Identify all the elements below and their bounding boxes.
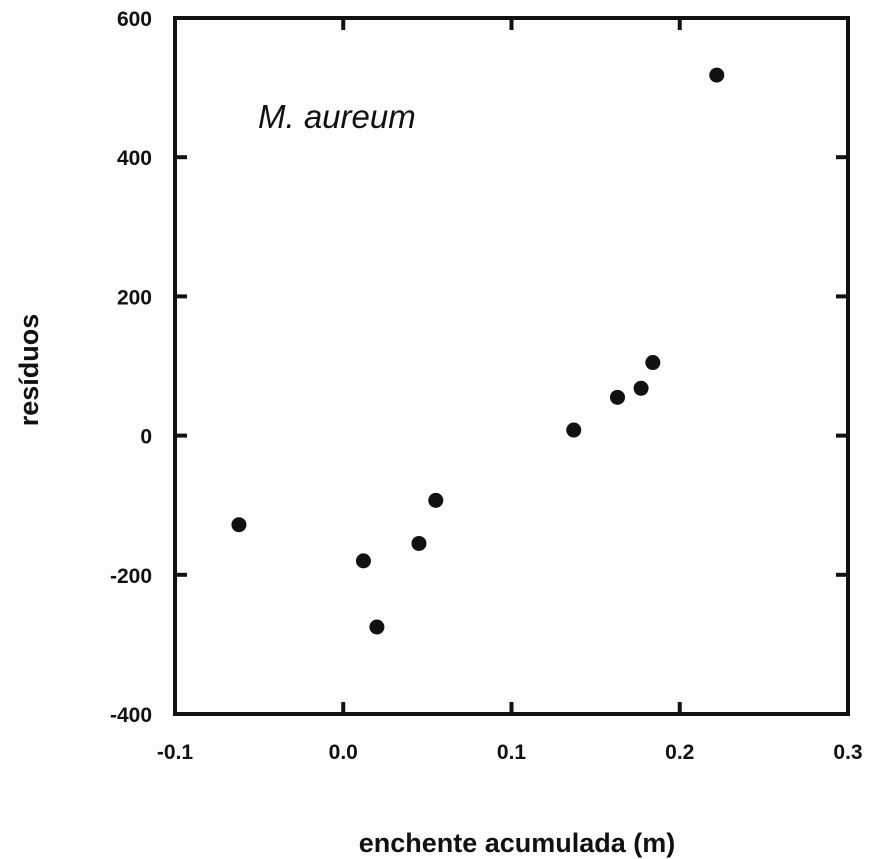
y-tick-label: -400 xyxy=(110,704,152,727)
data-point xyxy=(411,535,427,551)
y-tick-label: 600 xyxy=(117,8,152,31)
x-tick-label: 0.1 xyxy=(497,741,527,764)
data-point xyxy=(355,553,371,569)
data-points xyxy=(231,67,725,635)
data-point xyxy=(609,389,625,405)
data-point xyxy=(428,492,444,508)
y-tick-label: 0 xyxy=(140,426,152,449)
y-axis-ticks xyxy=(175,16,848,716)
x-tick-label: 0.0 xyxy=(329,741,358,764)
data-point xyxy=(566,422,582,438)
y-axis-title: resíduos xyxy=(14,314,44,427)
data-point xyxy=(633,380,649,396)
data-point xyxy=(645,355,661,371)
x-tick-label: -0.1 xyxy=(157,741,194,764)
y-tick-label: -200 xyxy=(110,565,152,588)
x-tick-label: 0.2 xyxy=(665,741,694,764)
species-annotation: M. aureum xyxy=(258,98,416,135)
x-axis-ticks xyxy=(173,18,850,714)
y-tick-label: 200 xyxy=(117,286,152,309)
y-axis-tick-labels: -400 -200 0 200 400 600 xyxy=(110,8,152,727)
data-point xyxy=(231,517,247,533)
x-tick-label: 0.3 xyxy=(833,741,862,764)
x-axis-tick-labels: -0.1 0.0 0.1 0.2 0.3 xyxy=(157,741,863,764)
x-axis-title: enchente acumulada (m) xyxy=(359,828,676,858)
y-tick-label: 400 xyxy=(117,147,152,170)
data-point xyxy=(369,619,385,635)
data-point xyxy=(709,67,725,83)
